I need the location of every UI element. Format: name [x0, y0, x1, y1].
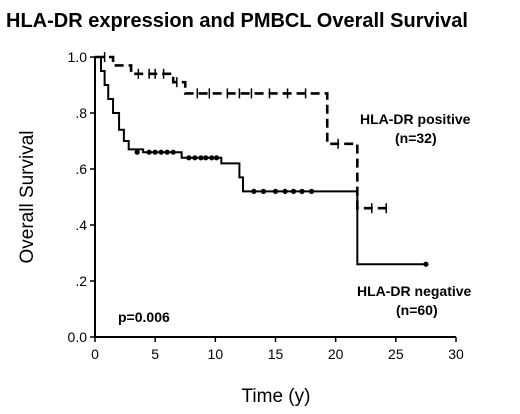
y-axis-label: Overall Survival: [17, 130, 38, 263]
survival-curve-hla-dr-positive: [95, 55, 387, 210]
censor-mark: [272, 188, 279, 194]
x-tick-label: 0: [91, 346, 99, 362]
censor-mark: [282, 188, 288, 194]
censor-mark: [134, 149, 140, 155]
survival-curve-hla-dr-negative: [95, 56, 426, 266]
censor-mark: [309, 188, 315, 194]
y-tick-label: 0.0: [68, 329, 88, 345]
x-tick-label: 30: [448, 346, 464, 362]
axis-ticks: 0 5 10 15 20 25 30 0.0 .2 .4 .6 .8 1.0: [68, 49, 464, 362]
censor-mark: [209, 155, 215, 161]
y-tick-label: .2: [75, 273, 87, 289]
negative-series-label: HLA-DR negative: [357, 283, 472, 299]
censor-mark: [186, 155, 192, 161]
y-tick-label: .4: [75, 217, 87, 233]
series-hla-dr-negative: [95, 56, 429, 267]
censor-mark: [164, 149, 170, 155]
chart-title: HLA-DR expression and PMBCL Overall Surv…: [6, 10, 468, 32]
censor-mark: [152, 149, 158, 155]
censor-mark: [158, 149, 164, 155]
p-value-label: p=0.006: [118, 309, 170, 325]
censor-mark: [170, 149, 176, 155]
censor-mark: [146, 149, 152, 155]
survival-curves: [95, 52, 429, 267]
censor-mark: [251, 188, 257, 194]
y-tick-label: .6: [75, 161, 87, 177]
censor-mark: [198, 155, 204, 161]
x-tick-label: 5: [151, 346, 159, 362]
x-tick-label: 15: [268, 346, 284, 362]
censor-mark: [192, 155, 198, 161]
positive-series-label: HLA-DR positive: [360, 111, 471, 127]
x-tick-label: 20: [328, 346, 344, 362]
negative-series-n: (n=60): [396, 302, 438, 318]
positive-series-n: (n=32): [395, 130, 437, 146]
censor-mark: [260, 188, 267, 194]
x-axis-label: Time (y): [242, 386, 311, 407]
series-hla-dr-positive: [95, 52, 387, 214]
censor-mark: [213, 155, 220, 161]
x-tick-label: 25: [388, 346, 404, 362]
censor-mark: [423, 261, 429, 267]
censor-mark: [299, 188, 305, 194]
x-tick-label: 10: [208, 346, 224, 362]
censor-mark: [290, 188, 297, 194]
y-tick-label: 1.0: [68, 49, 88, 65]
censor-mark: [203, 155, 209, 161]
y-tick-label: .8: [75, 105, 87, 121]
